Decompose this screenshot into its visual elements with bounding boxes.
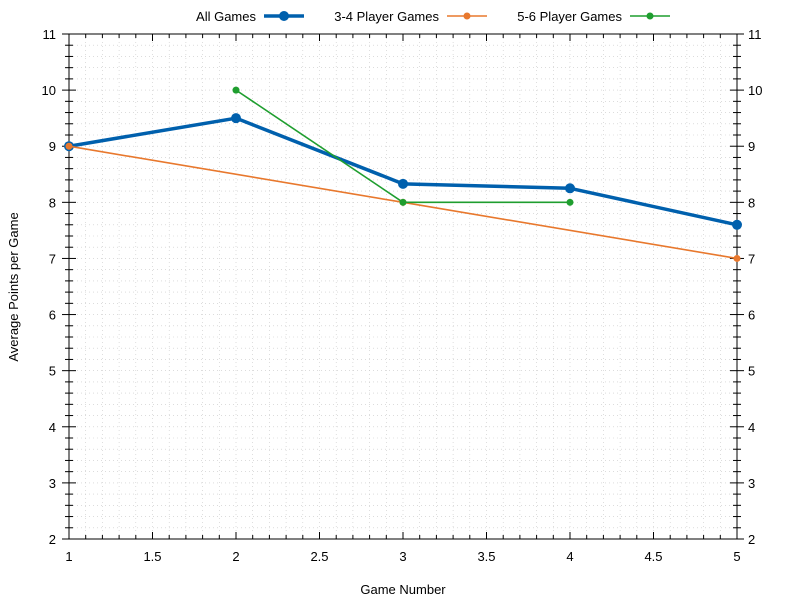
- x-tick-label: 2: [232, 549, 239, 564]
- legend-marker: [279, 11, 289, 21]
- legend-marker: [463, 12, 471, 20]
- data-point: [733, 254, 741, 262]
- series-3: [232, 86, 574, 206]
- x-axis-title: Game Number: [360, 582, 446, 597]
- y-tick-label-right: 4: [748, 420, 755, 435]
- x-tick-label: 1.5: [143, 549, 161, 564]
- data-point: [231, 113, 241, 124]
- legend-item-2: 3-4 Player Games: [334, 9, 487, 24]
- y-tick-label-left: 4: [49, 420, 56, 435]
- y-tick-label-right: 8: [748, 195, 755, 210]
- y-tick-label-right: 5: [748, 364, 755, 379]
- y-tick-label-left: 7: [49, 251, 56, 266]
- data-point: [732, 219, 742, 230]
- x-tick-label: 2.5: [310, 549, 328, 564]
- legend: All Games 3-4 Player Games 5-6 Player Game…: [196, 9, 670, 24]
- x-tick-label: 5: [733, 549, 740, 564]
- legend-item-3: 5-6 Player Games: [517, 9, 670, 24]
- data-point: [232, 86, 240, 94]
- y-axis-title: Average Points per Game: [6, 212, 21, 361]
- y-tick-label-left: 11: [43, 27, 57, 42]
- y-tick-label-left: 3: [49, 476, 56, 491]
- y-tick-label-right: 6: [748, 308, 755, 323]
- data-point: [398, 178, 408, 189]
- data-point: [565, 183, 575, 194]
- y-tick-label-left: 8: [49, 195, 56, 210]
- y-tick-label-right: 7: [748, 251, 755, 266]
- legend-label: 5-6 Player Games: [517, 9, 622, 24]
- x-tick-label: 3: [399, 549, 406, 564]
- y-tick-label-left: 2: [49, 532, 56, 547]
- legend-label: 3-4 Player Games: [334, 9, 439, 24]
- legend-label: All Games: [196, 9, 256, 24]
- data-point: [399, 198, 407, 206]
- y-tick-label-right: 10: [748, 83, 762, 98]
- y-tick-label-left: 5: [49, 364, 56, 379]
- y-tick-label-left: 9: [49, 139, 56, 154]
- x-tick-label: 4: [566, 549, 573, 564]
- data-point: [566, 198, 574, 206]
- series-1: [64, 113, 742, 230]
- y-tick-label-right: 2: [748, 532, 755, 547]
- y-tick-label-left: 10: [42, 83, 56, 98]
- x-tick-label: 4.5: [644, 549, 662, 564]
- series-layer: [64, 86, 742, 262]
- y-tick-label-right: 11: [748, 27, 762, 42]
- grid: [68, 33, 738, 540]
- x-tick-label: 1: [65, 549, 72, 564]
- y-tick-label-left: 6: [49, 308, 56, 323]
- x-tick-label: 3.5: [477, 549, 495, 564]
- y-tick-label-right: 9: [748, 139, 755, 154]
- y-tick-label-right: 3: [748, 476, 755, 491]
- legend-marker: [646, 12, 654, 20]
- data-point: [65, 142, 73, 150]
- legend-item-1: All Games: [196, 9, 304, 24]
